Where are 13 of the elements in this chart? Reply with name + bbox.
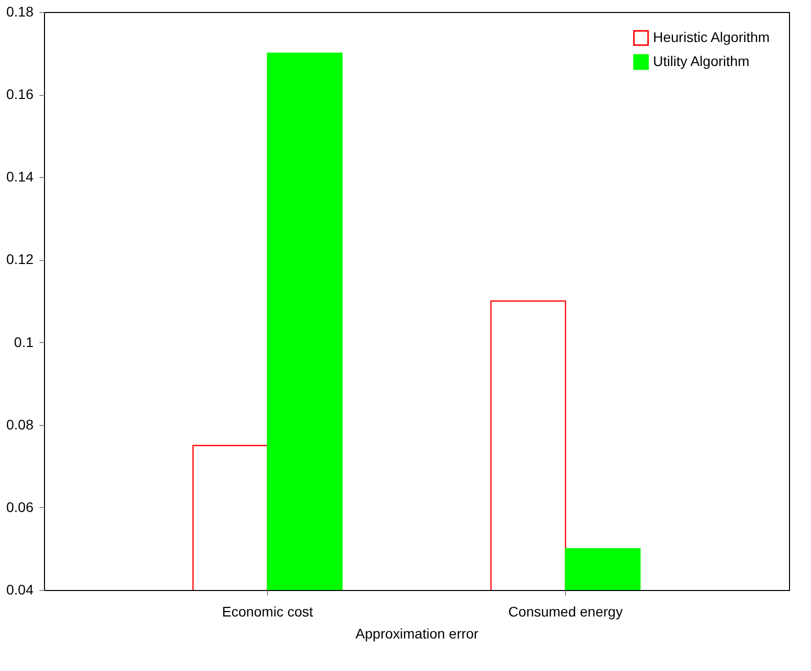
x-tick-label: Economic cost bbox=[222, 604, 314, 620]
y-tick-label: 0.06 bbox=[6, 498, 34, 515]
legend-label: Heuristic Algorithm bbox=[653, 29, 770, 45]
x-axis-title: Approximation error bbox=[356, 626, 479, 642]
legend-label: Utility Algorithm bbox=[653, 53, 750, 69]
y-tick-label: 0.08 bbox=[6, 416, 34, 432]
y-tick-label: 0.14 bbox=[6, 168, 34, 185]
y-tick-label: 0.18 bbox=[6, 4, 34, 20]
y-tick-label: 0.12 bbox=[6, 251, 34, 268]
y-tick-label: 0.16 bbox=[6, 86, 34, 102]
y-tick-label: 0.1 bbox=[14, 334, 34, 350]
y-tick-label: 0.04 bbox=[6, 582, 34, 598]
x-tick-label: Consumed energy bbox=[508, 604, 623, 620]
